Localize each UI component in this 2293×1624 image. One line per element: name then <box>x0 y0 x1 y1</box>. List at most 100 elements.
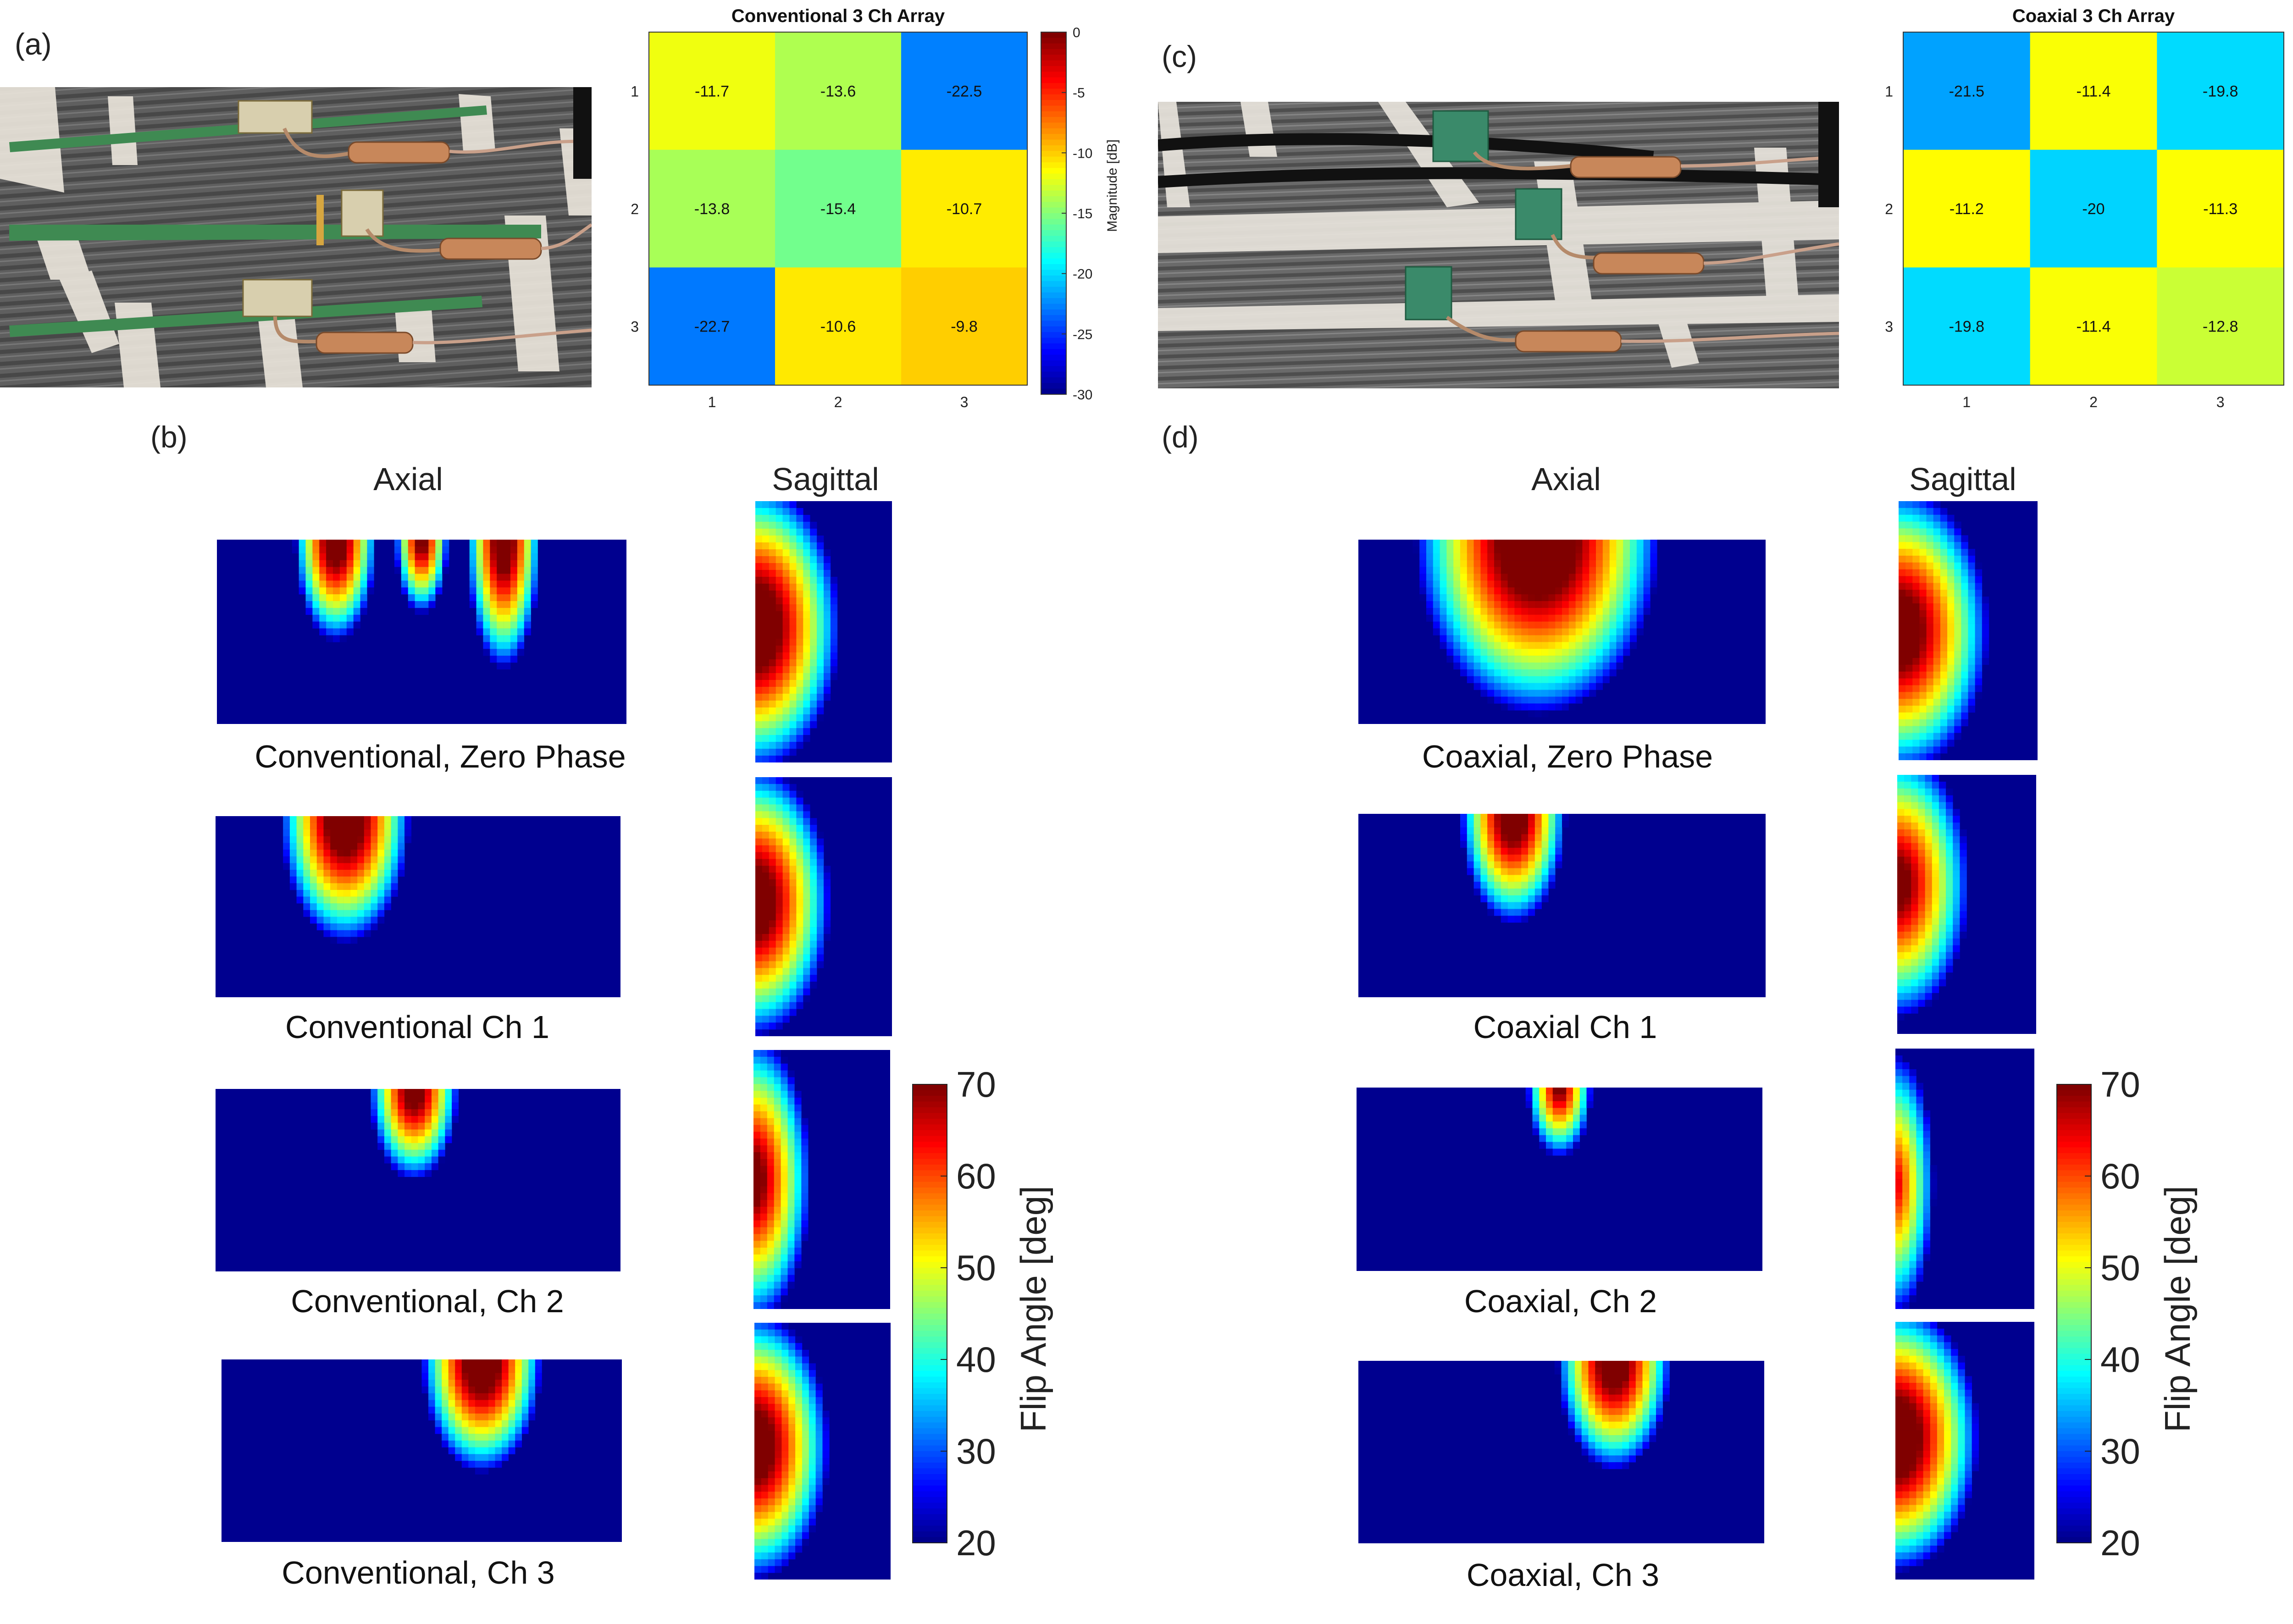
flip-angle-pixel <box>795 1498 803 1506</box>
magnitude-colorbar-segment <box>1041 253 1066 259</box>
flip-angle-pixel <box>1937 1328 1944 1336</box>
flip-angle-pixel <box>350 816 358 823</box>
flip-angle-pixel <box>775 852 783 859</box>
flip-angle-pixel <box>755 784 763 791</box>
flip-angle-pixel <box>312 594 320 602</box>
flip-angle-pixel <box>1923 1335 1931 1342</box>
flip-angle-pixel <box>1629 1428 1636 1436</box>
flip-angle-pixel <box>782 625 790 632</box>
flip-angle-pixel <box>1528 649 1535 656</box>
flip-angle-pixel <box>1487 875 1495 882</box>
flip-angle-pixel <box>398 1109 405 1116</box>
flip-angle-pixel <box>1897 788 1905 795</box>
flip-angle-pixel <box>1596 663 1603 670</box>
flip-angle-pixel <box>1467 663 1474 670</box>
matrix-cell-value: -19.8 <box>2203 83 2238 100</box>
flip-angle-pixel <box>1548 854 1556 862</box>
flip-angle-pixel <box>1947 657 1955 665</box>
flip-angle-pixel <box>1909 1144 1916 1152</box>
flip-angle-pixel <box>802 1458 809 1465</box>
flip-angle-pixel <box>775 687 783 694</box>
flip-angle-pixel <box>810 652 817 660</box>
flip-angle-pixel <box>824 666 831 674</box>
flip-angle-pixel <box>1933 671 1941 679</box>
flip-angle-pixel <box>1589 663 1596 670</box>
flip-angle-pixel <box>371 843 378 850</box>
flip-angle-pixel <box>1575 1381 1582 1388</box>
flip-angle-pixel <box>769 694 776 701</box>
flip-angle-pixel <box>384 823 391 830</box>
flip-angle-pixel <box>452 1102 459 1110</box>
flip-angle-pixel <box>794 1118 802 1125</box>
flip-angle-pixel <box>1954 685 1961 692</box>
flip-angle-pixel <box>1912 521 1920 529</box>
flip-angle-pixel <box>781 1179 788 1187</box>
flip-angle-pixel <box>1961 583 1968 590</box>
flip-angle-pixel <box>1902 1518 1910 1525</box>
flip-angle-pixel <box>782 879 790 887</box>
flip-angle-pixel <box>1947 651 1955 658</box>
flip-angle-pixel <box>475 1407 482 1414</box>
magnitude-colorbar-segment <box>1041 151 1066 157</box>
flip-angle-pixel <box>1566 1135 1573 1142</box>
flip-angle-pixel <box>768 1323 775 1330</box>
flip-angle-pixel <box>299 540 306 547</box>
flip-angle-pixel <box>1923 1138 1931 1145</box>
flip-angle-pixel <box>1954 569 1961 576</box>
flip-angle-pixel <box>296 856 304 863</box>
flip-angle-pixel <box>1487 696 1495 704</box>
flip-angle-pixel <box>1965 1457 1972 1464</box>
flip-angle-pixel <box>1582 567 1590 574</box>
flip-angle-pixel <box>1460 649 1468 656</box>
flip-angle-pixel <box>1446 567 1454 574</box>
flip-angle-pixel <box>1958 1389 1965 1397</box>
flip-angle-pixel <box>1909 1512 1916 1519</box>
flip-angle-pixel <box>350 829 358 837</box>
flip-angle-pixel <box>1902 1185 1910 1193</box>
flip-angle-pixel <box>391 1163 398 1171</box>
flip-angle-pixel <box>1923 1362 1931 1370</box>
flip-angle-pixel <box>1895 1165 1903 1172</box>
matrix-cell <box>1903 32 2031 150</box>
flip-angle-pixel <box>796 913 803 921</box>
flip-angle-pixel <box>1595 1414 1602 1422</box>
flip-angle-pixel <box>762 873 770 880</box>
flip-angle-pixel <box>810 707 817 715</box>
flip-angle-pixel <box>1473 608 1481 615</box>
flip-angle-pixel <box>755 845 763 852</box>
flip-angle-pixel <box>753 1111 761 1118</box>
flip-angle-pixel <box>782 549 790 557</box>
flip-angle-pixel <box>1608 1361 1616 1368</box>
flip-angle-pixel <box>401 580 409 588</box>
flip-angle-pixel <box>782 639 790 646</box>
flip-angle-pixel <box>1909 1138 1916 1145</box>
flip-angle-pixel <box>1615 1361 1623 1368</box>
flip-angle-pixel <box>1919 753 1927 760</box>
flip-angle-pixel <box>353 601 360 608</box>
flip-angle-pixel <box>810 611 817 619</box>
flip-angle-pixel <box>795 1336 803 1343</box>
flip-angle-pixel <box>482 1427 489 1434</box>
flip-angle-pixel <box>1630 628 1637 635</box>
flip-angle-pixel <box>316 863 324 870</box>
flip-angle-pixel <box>1899 528 1906 536</box>
flip-angle-pixel <box>1904 986 1911 994</box>
flip-angle-pixel <box>1460 834 1468 841</box>
flip-angle-pixel <box>461 1413 469 1420</box>
flip-angle-pixel <box>1521 608 1529 615</box>
flip-angle-pixel <box>455 1420 462 1427</box>
flip-angle-pixel <box>824 913 831 921</box>
flip-angle-pixel <box>796 797 803 805</box>
flip-angle-pixel <box>1487 854 1495 862</box>
flip-angle-pixel <box>415 594 422 602</box>
flip-angle-pixel <box>483 553 490 560</box>
flip-angle-pixel <box>775 1356 782 1364</box>
flip-angle-pixel <box>1961 644 1968 652</box>
flip-angle-pixel <box>333 608 340 615</box>
flip-angle-pixel <box>1968 651 1975 658</box>
flip-angle-pixel <box>781 1248 788 1255</box>
flip-angle-pixel <box>1923 1226 1931 1234</box>
flip-angle-pixel <box>755 742 763 749</box>
axial-header-left: Axial <box>373 461 443 497</box>
flip-angle-pixel <box>1539 1121 1546 1129</box>
